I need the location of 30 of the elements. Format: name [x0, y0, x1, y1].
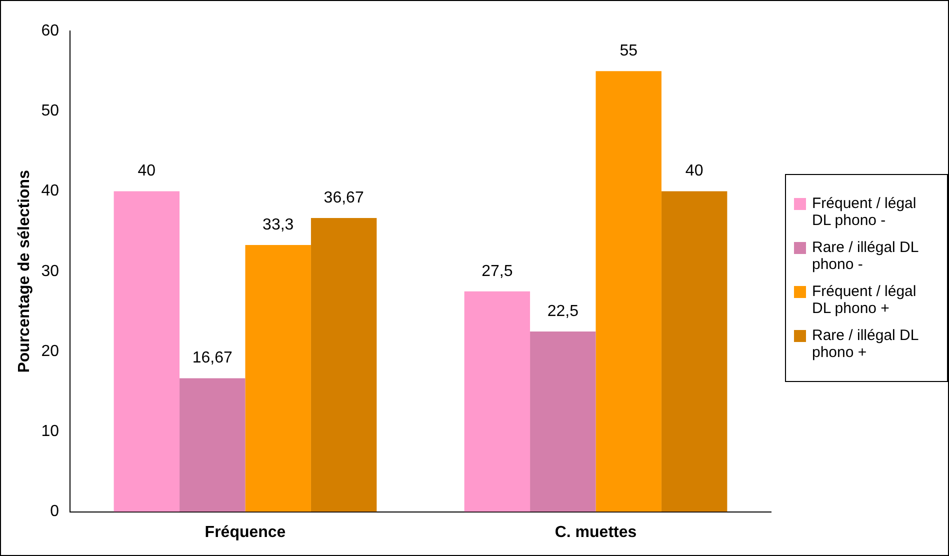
- bar: [245, 244, 311, 512]
- data-label: 33,3: [262, 216, 294, 234]
- y-tick-label: 50: [41, 102, 60, 120]
- data-label: 27,5: [482, 262, 513, 280]
- bar: [596, 71, 662, 512]
- bar: [180, 378, 246, 512]
- data-label: 16,67: [192, 350, 233, 367]
- y-tick-label: 20: [41, 342, 60, 360]
- data-label: 36,67: [324, 189, 364, 206]
- y-tick-label: 0: [50, 503, 60, 520]
- legend-label: Fréquent / légal DL phono -: [812, 195, 918, 229]
- bar: [464, 291, 530, 512]
- legend-label: Rare / illégal DL phono -: [812, 239, 920, 273]
- data-label: 55: [620, 42, 638, 60]
- bar: [310, 218, 377, 512]
- y-tick-label: 30: [41, 262, 60, 280]
- data-label: 40: [138, 162, 156, 180]
- y-tick-label: 40: [41, 182, 60, 200]
- y-tick-label: 10: [41, 423, 60, 440]
- data-label: 22,5: [547, 302, 579, 320]
- bar: [530, 332, 596, 512]
- legend-label: Fréquent / légal DL phono +: [812, 283, 918, 317]
- data-label: 40: [685, 162, 704, 180]
- y-tick-label: 60: [41, 22, 60, 40]
- x-tick-label: Fréquence: [204, 524, 286, 541]
- x-tick-label: C. muettes: [554, 524, 637, 541]
- bar: [114, 191, 180, 512]
- y-axis-title: Pourcentage de sélections: [16, 170, 34, 373]
- bar: [661, 191, 728, 512]
- legend-label: Rare / illégal DL phono +: [812, 327, 920, 361]
